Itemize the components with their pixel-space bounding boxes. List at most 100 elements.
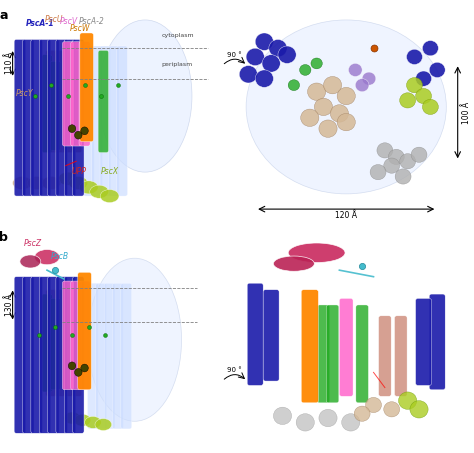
- Ellipse shape: [288, 243, 345, 263]
- Circle shape: [416, 71, 431, 86]
- FancyBboxPatch shape: [71, 290, 82, 396]
- Ellipse shape: [27, 177, 46, 189]
- Text: PscY: PscY: [16, 89, 33, 98]
- Circle shape: [74, 368, 82, 376]
- FancyBboxPatch shape: [39, 277, 51, 433]
- Circle shape: [399, 392, 417, 410]
- Circle shape: [354, 406, 370, 421]
- FancyBboxPatch shape: [394, 316, 407, 396]
- Point: [52, 266, 59, 274]
- Point: [358, 262, 366, 270]
- Circle shape: [300, 64, 311, 75]
- FancyBboxPatch shape: [71, 50, 82, 153]
- Point: [98, 92, 105, 100]
- FancyBboxPatch shape: [54, 290, 65, 396]
- Circle shape: [308, 83, 326, 101]
- Point: [31, 92, 38, 100]
- FancyBboxPatch shape: [80, 33, 93, 142]
- FancyBboxPatch shape: [50, 299, 61, 390]
- Text: PscB: PscB: [51, 252, 69, 261]
- FancyBboxPatch shape: [339, 299, 353, 396]
- FancyBboxPatch shape: [98, 50, 109, 153]
- FancyBboxPatch shape: [91, 46, 102, 196]
- FancyBboxPatch shape: [317, 305, 330, 403]
- Circle shape: [370, 164, 386, 180]
- Circle shape: [273, 407, 292, 424]
- Ellipse shape: [98, 20, 192, 172]
- Point: [64, 92, 72, 100]
- FancyBboxPatch shape: [100, 46, 111, 196]
- FancyBboxPatch shape: [71, 281, 82, 390]
- FancyBboxPatch shape: [31, 39, 42, 196]
- Point: [68, 332, 76, 339]
- FancyBboxPatch shape: [416, 299, 431, 386]
- Text: PscW: PscW: [70, 24, 91, 33]
- Text: UPP: UPP: [72, 167, 87, 176]
- Ellipse shape: [20, 255, 41, 268]
- Ellipse shape: [69, 177, 88, 189]
- Point: [370, 44, 377, 52]
- Point: [52, 323, 59, 330]
- FancyBboxPatch shape: [326, 305, 339, 403]
- Circle shape: [422, 41, 438, 56]
- Ellipse shape: [79, 181, 98, 194]
- Circle shape: [319, 120, 337, 137]
- Circle shape: [400, 93, 416, 108]
- Text: PscA-1: PscA-1: [26, 19, 55, 29]
- FancyBboxPatch shape: [63, 50, 73, 153]
- FancyBboxPatch shape: [63, 281, 73, 390]
- Circle shape: [330, 105, 348, 122]
- FancyBboxPatch shape: [379, 316, 391, 396]
- Circle shape: [319, 410, 337, 427]
- FancyBboxPatch shape: [356, 305, 368, 403]
- Circle shape: [323, 77, 342, 94]
- FancyBboxPatch shape: [247, 283, 263, 386]
- Circle shape: [407, 49, 422, 64]
- Circle shape: [81, 127, 88, 135]
- FancyBboxPatch shape: [42, 294, 52, 392]
- Circle shape: [356, 79, 369, 92]
- Circle shape: [74, 131, 82, 139]
- FancyBboxPatch shape: [83, 46, 94, 196]
- Text: 120 Å: 120 Å: [335, 211, 357, 220]
- Point: [47, 82, 55, 89]
- Point: [85, 323, 92, 330]
- Circle shape: [68, 362, 76, 370]
- FancyBboxPatch shape: [121, 283, 132, 429]
- Ellipse shape: [100, 189, 119, 202]
- Circle shape: [362, 72, 376, 85]
- Text: PscA-2: PscA-2: [78, 17, 104, 26]
- FancyBboxPatch shape: [31, 277, 42, 433]
- Text: 110 Å: 110 Å: [5, 53, 14, 74]
- Ellipse shape: [246, 20, 447, 194]
- FancyBboxPatch shape: [46, 50, 57, 153]
- Circle shape: [407, 77, 422, 93]
- Text: periplasm: periplasm: [162, 62, 193, 67]
- FancyBboxPatch shape: [56, 39, 67, 196]
- Text: 100 Å: 100 Å: [462, 102, 471, 125]
- Point: [35, 332, 43, 339]
- Text: cytoplasm: cytoplasm: [162, 34, 194, 39]
- Ellipse shape: [42, 177, 61, 189]
- Circle shape: [388, 149, 404, 164]
- FancyBboxPatch shape: [78, 272, 91, 390]
- Point: [81, 82, 88, 89]
- FancyBboxPatch shape: [79, 281, 90, 390]
- FancyBboxPatch shape: [429, 294, 445, 390]
- Text: PscX: PscX: [101, 167, 119, 176]
- Text: PscZ: PscZ: [24, 239, 42, 248]
- Ellipse shape: [84, 416, 101, 429]
- FancyBboxPatch shape: [14, 277, 26, 433]
- Circle shape: [239, 66, 257, 83]
- FancyBboxPatch shape: [14, 39, 26, 196]
- Circle shape: [384, 402, 400, 417]
- FancyBboxPatch shape: [88, 283, 98, 429]
- Circle shape: [384, 158, 400, 173]
- Circle shape: [422, 99, 438, 115]
- FancyBboxPatch shape: [63, 290, 73, 396]
- Circle shape: [255, 33, 273, 50]
- Circle shape: [314, 98, 333, 116]
- Ellipse shape: [64, 412, 81, 424]
- Circle shape: [269, 39, 287, 57]
- FancyBboxPatch shape: [42, 55, 52, 153]
